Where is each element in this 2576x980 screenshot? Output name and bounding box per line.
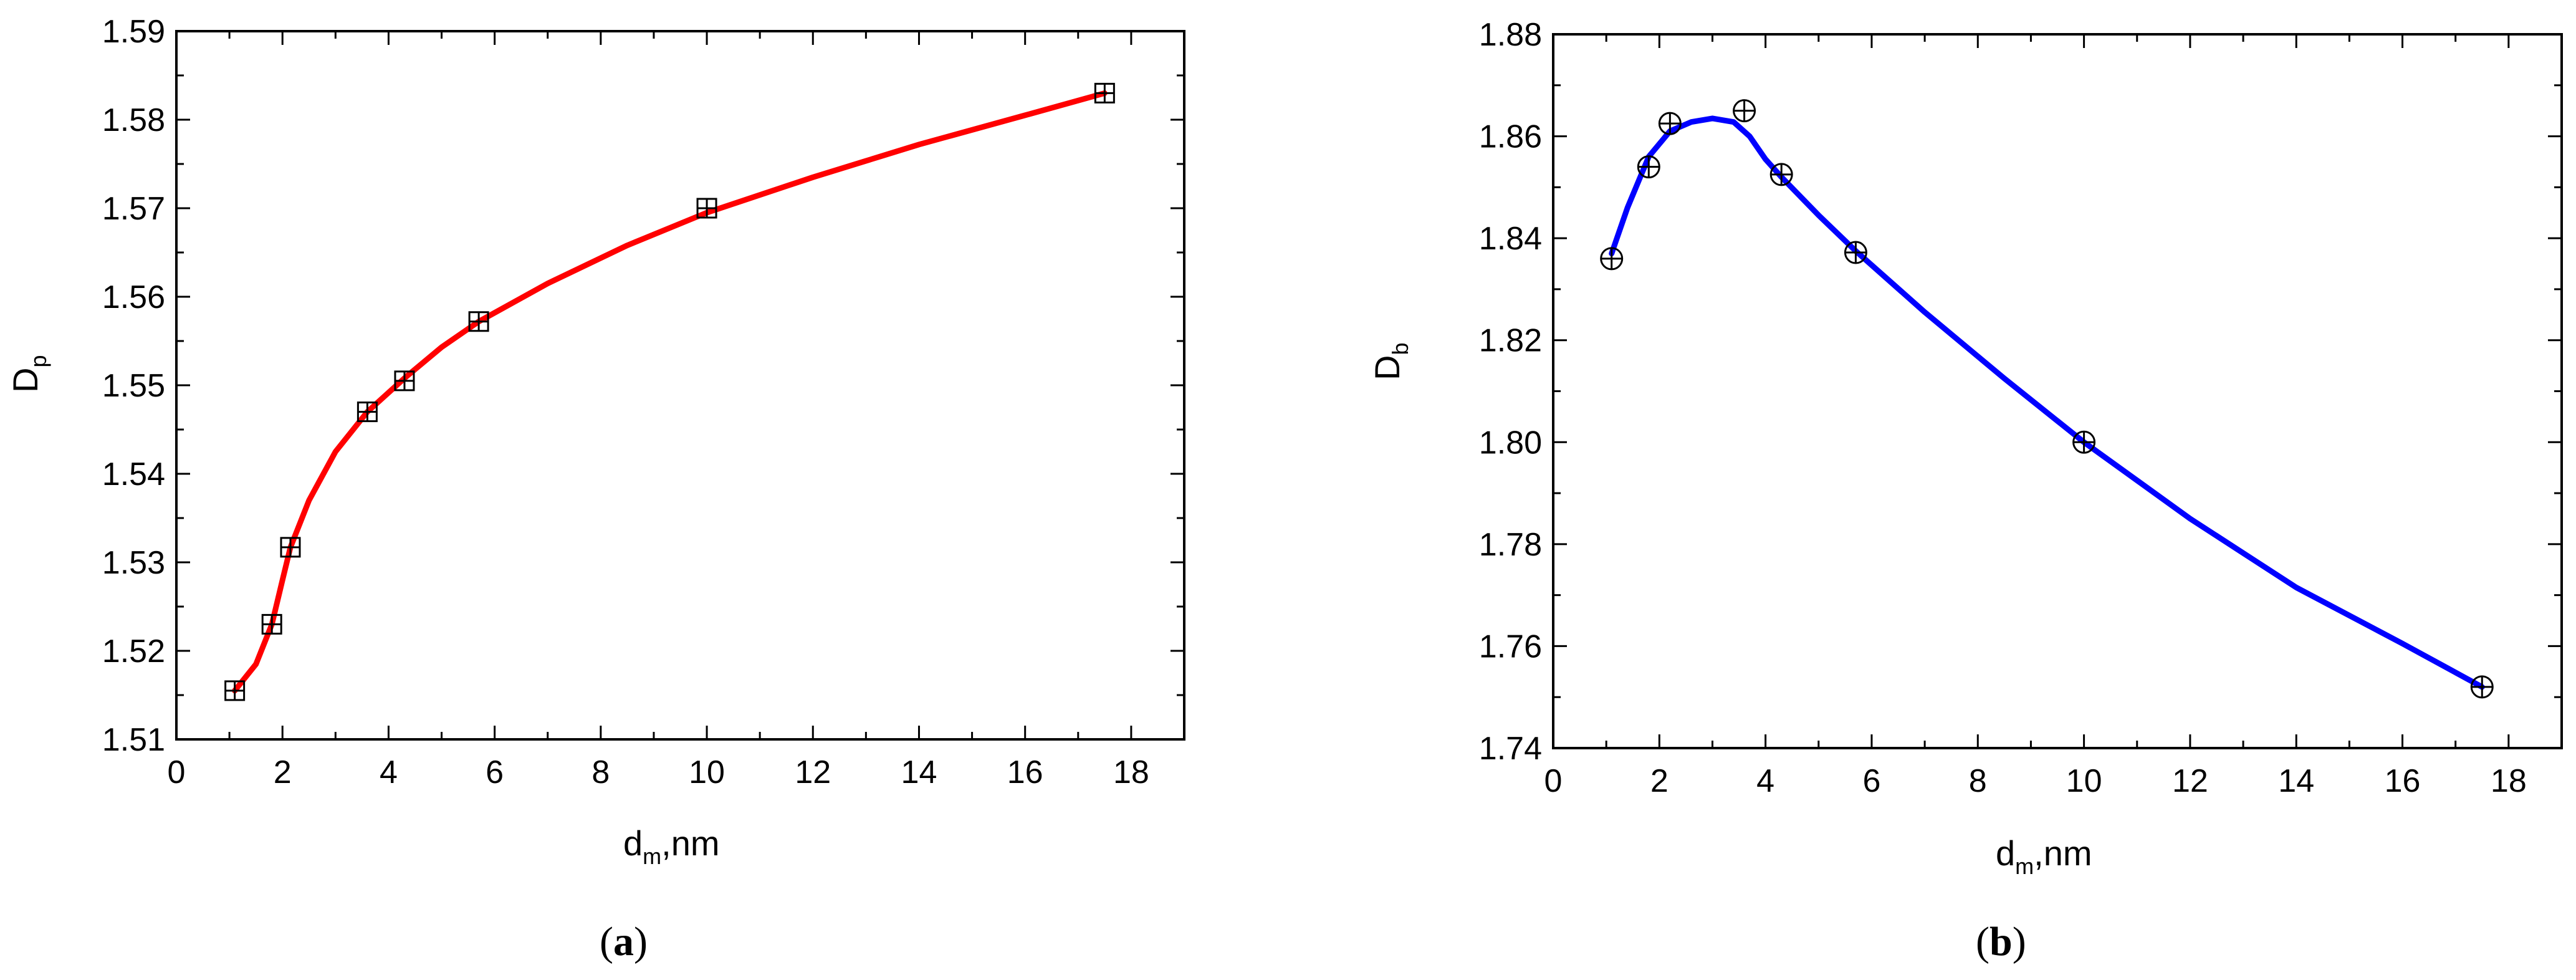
panel-a-chart: 0 2 4 6 8 10 12 14 16 18 1.51 1.52 1.53 1.54 1.55 1.56 1… — [6, 14, 1185, 964]
panel-b-fit-curve — [1609, 115, 2485, 690]
panel-b-y-tick-label: 1.74 — [1479, 731, 1542, 767]
panel-a-y-axis-label: Dp — [6, 355, 51, 393]
panel-b-data-point — [1733, 99, 1756, 123]
panel-a-y-tick-label: 1.51 — [102, 722, 165, 758]
panel-b-panel-label: (b) — [1976, 919, 2026, 964]
panel-a-x-tick-label: 8 — [591, 754, 610, 790]
panel-a-data-point — [261, 613, 282, 635]
panel-b-x-tick-label: 8 — [1969, 763, 1987, 799]
panel-a-x-tick-label: 6 — [486, 754, 504, 790]
panel-b-y-tick-label: 1.84 — [1479, 221, 1542, 257]
panel-a-panel-label: (a) — [600, 919, 648, 964]
panel-a-y-tick-label: 1.59 — [102, 14, 165, 50]
panel-b-x-tick-label: 18 — [2491, 763, 2527, 799]
panel-b-y-tick-label: 1.80 — [1479, 425, 1542, 461]
panel-a-y-tick-label: 1.54 — [102, 456, 165, 492]
panel-b-data-point — [1844, 241, 1867, 264]
panel-a-y-tick-label: 1.55 — [102, 368, 165, 404]
panel-a-data-point — [394, 370, 415, 392]
panel-b-y-tick-label: 1.82 — [1479, 323, 1542, 359]
panel-b-plot-frame — [1552, 33, 2563, 749]
panel-b-x-tick-label: 6 — [1862, 763, 1880, 799]
panel-b-data-point — [1637, 155, 1660, 179]
panel-a-y-tick-label: 1.53 — [102, 545, 165, 581]
panel-b-y-tick-label: 1.78 — [1479, 527, 1542, 563]
panel-a-data-point — [357, 401, 378, 423]
panel-b-data-point — [1658, 112, 1682, 135]
panel-a-x-tick-label: 16 — [1007, 754, 1043, 790]
panel-b-x-tick-label: 0 — [1544, 763, 1563, 799]
panel-b-y-tick-label: 1.88 — [1479, 17, 1542, 53]
panel-b-x-tick-label: 14 — [2278, 763, 2314, 799]
panel-a-x-tick-label: 4 — [380, 754, 398, 790]
panel-b-x-axis-label: dm,nm — [1996, 833, 2092, 879]
panel-b-data-point — [1600, 247, 1624, 271]
panel-a-data-point — [468, 311, 489, 332]
panel-b-x-tick-label: 2 — [1650, 763, 1669, 799]
panel-a-data-point — [696, 198, 717, 219]
panel-a-data-point — [224, 680, 246, 701]
panel-b-chart: 0 2 4 6 8 10 12 14 16 18 1.74 1.76 1.78 1.80 1.82 1.84 1… — [1367, 17, 2563, 964]
panel-b-data-point — [2072, 430, 2096, 454]
panel-b-data-point — [2470, 675, 2494, 699]
panel-b-y-tick-label: 1.86 — [1479, 119, 1542, 155]
panel-a-x-tick-label: 10 — [689, 754, 725, 790]
panel-b-x-tick-label: 10 — [2066, 763, 2102, 799]
panel-b-y-tick-label: 1.76 — [1479, 628, 1542, 665]
panel-b-x-tick-label: 4 — [1756, 763, 1774, 799]
panel-a-x-tick-label: 0 — [168, 754, 186, 790]
panel-a-x-tick-label: 14 — [901, 754, 937, 790]
panel-b-data-point — [1769, 163, 1793, 186]
panel-a-x-tick-label: 12 — [795, 754, 831, 790]
panel-a-y-tick-label: 1.52 — [102, 633, 165, 670]
panel-a-x-axis-label: dm,nm — [623, 824, 720, 869]
panel-a-y-tick-label: 1.58 — [102, 102, 165, 138]
panel-a-data-point — [1094, 82, 1115, 103]
panel-a-data-point — [280, 537, 301, 558]
panel-b-y-axis-label: Db — [1367, 343, 1413, 380]
panel-b-x-tick-label: 16 — [2385, 763, 2421, 799]
panel-b-x-tick-label: 12 — [2172, 763, 2208, 799]
panel-a-x-tick-label: 18 — [1113, 754, 1149, 790]
panel-a-y-tick-label: 1.57 — [102, 191, 165, 227]
panel-a-y-tick-label: 1.56 — [102, 279, 165, 315]
panel-a-plot-frame — [175, 30, 1185, 741]
panel-a-x-tick-label: 2 — [274, 754, 292, 790]
panel-a-fit-curve — [232, 90, 1108, 694]
